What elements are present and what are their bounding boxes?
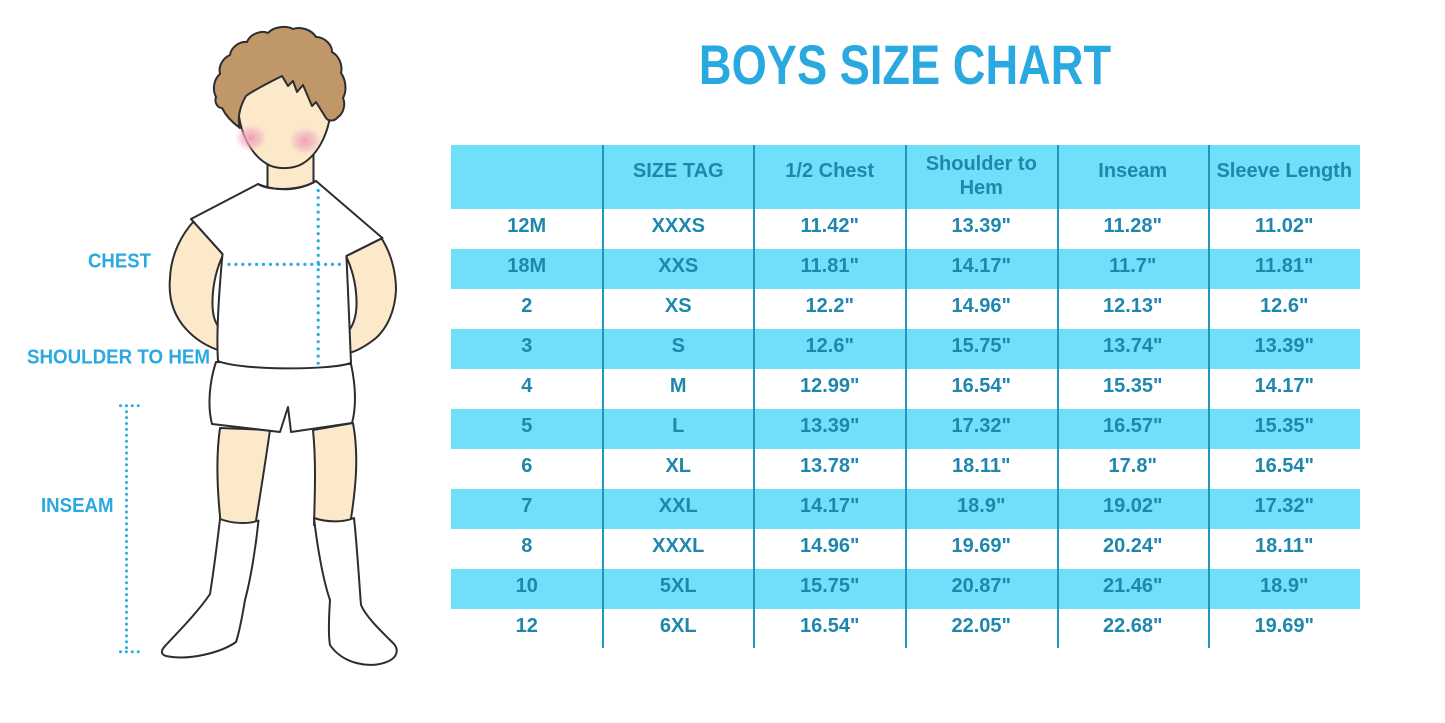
svg-text:INSEAM: INSEAM <box>41 495 114 517</box>
svg-text:SHOULDER TO HEM: SHOULDER TO HEM <box>27 347 210 369</box>
svg-text:CHEST: CHEST <box>88 251 151 273</box>
